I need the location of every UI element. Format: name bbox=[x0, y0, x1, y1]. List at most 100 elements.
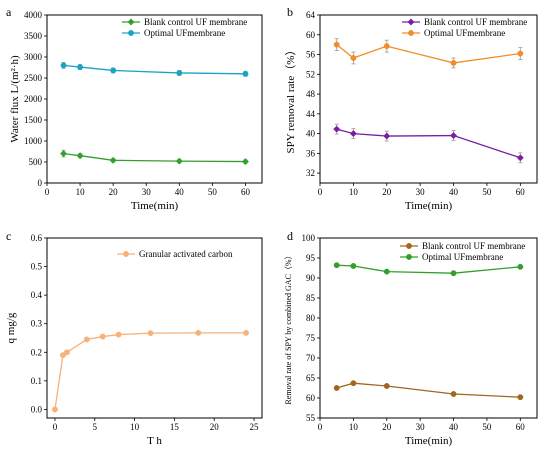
data-point bbox=[115, 331, 122, 338]
data-point bbox=[350, 380, 357, 387]
y-tick-label: 0.1 bbox=[31, 376, 42, 386]
series-2 bbox=[333, 262, 524, 277]
x-tick-label: 30 bbox=[416, 187, 426, 197]
panel-letter: b bbox=[287, 5, 293, 19]
x-tick-label: 0 bbox=[318, 187, 323, 197]
y-tick-label: 40 bbox=[306, 129, 316, 139]
y-tick-label: 2000 bbox=[24, 94, 43, 104]
panel-letter: d bbox=[287, 229, 293, 243]
legend-label: Optimal UFmembrane bbox=[144, 28, 225, 38]
data-point bbox=[383, 43, 390, 50]
x-tick-label: 10 bbox=[349, 422, 359, 432]
panel-d: d 0 10 20 30 40 50 60 55 60 65 70 75 80 85 90 95 100 Time(… bbox=[284, 229, 538, 447]
data-point bbox=[517, 263, 524, 270]
x-tick-label: 10 bbox=[76, 187, 86, 197]
data-point bbox=[63, 349, 70, 356]
data-point bbox=[110, 67, 117, 74]
y-tick-label: 64 bbox=[306, 10, 316, 20]
data-point bbox=[52, 406, 58, 413]
series-line bbox=[63, 64, 246, 75]
data-point bbox=[59, 150, 68, 158]
y-tick-label: 44 bbox=[306, 109, 316, 119]
x-tick-label: 15 bbox=[170, 422, 180, 432]
x-tick-label: 40 bbox=[175, 187, 185, 197]
x-tick-label: 0 bbox=[45, 187, 50, 197]
legend-marker bbox=[123, 251, 129, 257]
y-tick-label: 48 bbox=[306, 89, 316, 99]
y-tick-label: 70 bbox=[306, 353, 316, 363]
x-tick-label: 0 bbox=[318, 422, 323, 432]
x-axis-title: Time(min) bbox=[131, 200, 179, 212]
y-tick-label: 0 bbox=[38, 178, 43, 188]
y-axis-title: Water flux L/(m²·h) bbox=[9, 55, 21, 143]
series-line bbox=[336, 44, 521, 64]
data-point bbox=[333, 125, 341, 133]
x-axis-title: Time(min) bbox=[405, 435, 453, 447]
x-tick-label: 50 bbox=[482, 187, 492, 197]
y-axis-title: Removal rate of SPY by combined GAC（%） bbox=[284, 251, 293, 404]
y-tick-label: 1000 bbox=[24, 136, 43, 146]
y-tick-label: 65 bbox=[306, 373, 316, 383]
series-1 bbox=[333, 380, 524, 401]
panel-b: b 0 10 20 30 40 50 60 32 36 40 44 48 52 56 60 64 Time(min… bbox=[284, 5, 538, 212]
legend-marker bbox=[407, 18, 415, 26]
data-point bbox=[349, 130, 357, 138]
data-point bbox=[99, 333, 106, 340]
y-tick-label: 0.3 bbox=[31, 319, 43, 329]
panel-a: a 0 10 20 30 40 50 60 0 500 1000 1500 2000 2500 3000 35… bbox=[6, 5, 263, 212]
data-point bbox=[60, 62, 67, 69]
y-tick-label: 0.5 bbox=[31, 262, 43, 272]
data-point bbox=[333, 262, 340, 269]
data-point bbox=[243, 329, 250, 336]
x-tick-label: 40 bbox=[449, 422, 459, 432]
data-point bbox=[517, 394, 524, 401]
x-axis-title: T h bbox=[147, 435, 162, 447]
y-tick-label: 1500 bbox=[24, 115, 43, 125]
y-tick-label: 56 bbox=[306, 50, 316, 60]
y-tick-label: 0.0 bbox=[31, 404, 43, 414]
series-line bbox=[336, 382, 521, 398]
series-1 bbox=[52, 329, 250, 413]
data-point bbox=[109, 156, 117, 164]
data-point bbox=[516, 154, 524, 162]
legend-label: Optimal UFmembrane bbox=[424, 28, 505, 38]
legend-label: Blank control UF membrane bbox=[424, 17, 527, 27]
plot-frame bbox=[46, 237, 263, 419]
y-tick-label: 100 bbox=[302, 233, 316, 243]
y-tick-label: 75 bbox=[306, 333, 316, 343]
data-point bbox=[517, 50, 524, 57]
data-point bbox=[383, 268, 390, 275]
data-point bbox=[449, 132, 458, 140]
legend: Granular activated carbon bbox=[117, 249, 233, 259]
x-tick-label: 25 bbox=[250, 422, 260, 432]
data-point bbox=[450, 270, 457, 277]
data-point bbox=[76, 152, 84, 160]
y-tick-label: 0.4 bbox=[31, 290, 43, 300]
panel-c: c 0 5 10 15 20 25 0.0 0.1 0.2 0.3 0.4 0.5 0.6 T h q mg/… bbox=[5, 229, 263, 447]
y-tick-label: 4000 bbox=[24, 10, 43, 20]
series-1 bbox=[333, 123, 524, 164]
panel-letter: c bbox=[6, 229, 11, 243]
data-point bbox=[147, 330, 154, 337]
data-point bbox=[175, 157, 183, 165]
y-tick-label: 500 bbox=[29, 157, 43, 167]
data-point bbox=[195, 329, 202, 336]
y-tick-label: 85 bbox=[306, 293, 316, 303]
y-tick-label: 95 bbox=[306, 253, 316, 263]
legend-label: Blank control UF membrane bbox=[144, 17, 247, 27]
x-tick-label: 20 bbox=[210, 422, 220, 432]
y-axis-title: q mg/g bbox=[5, 312, 17, 343]
y-tick-label: 52 bbox=[306, 69, 315, 79]
data-point bbox=[241, 158, 250, 166]
x-tick-label: 60 bbox=[516, 187, 526, 197]
legend-marker bbox=[128, 30, 134, 36]
x-tick-label: 20 bbox=[382, 187, 392, 197]
legend-marker bbox=[406, 254, 412, 260]
data-point bbox=[383, 132, 391, 140]
x-tick-label: 0 bbox=[53, 422, 58, 432]
data-point bbox=[450, 59, 457, 66]
x-tick-label: 60 bbox=[241, 187, 251, 197]
